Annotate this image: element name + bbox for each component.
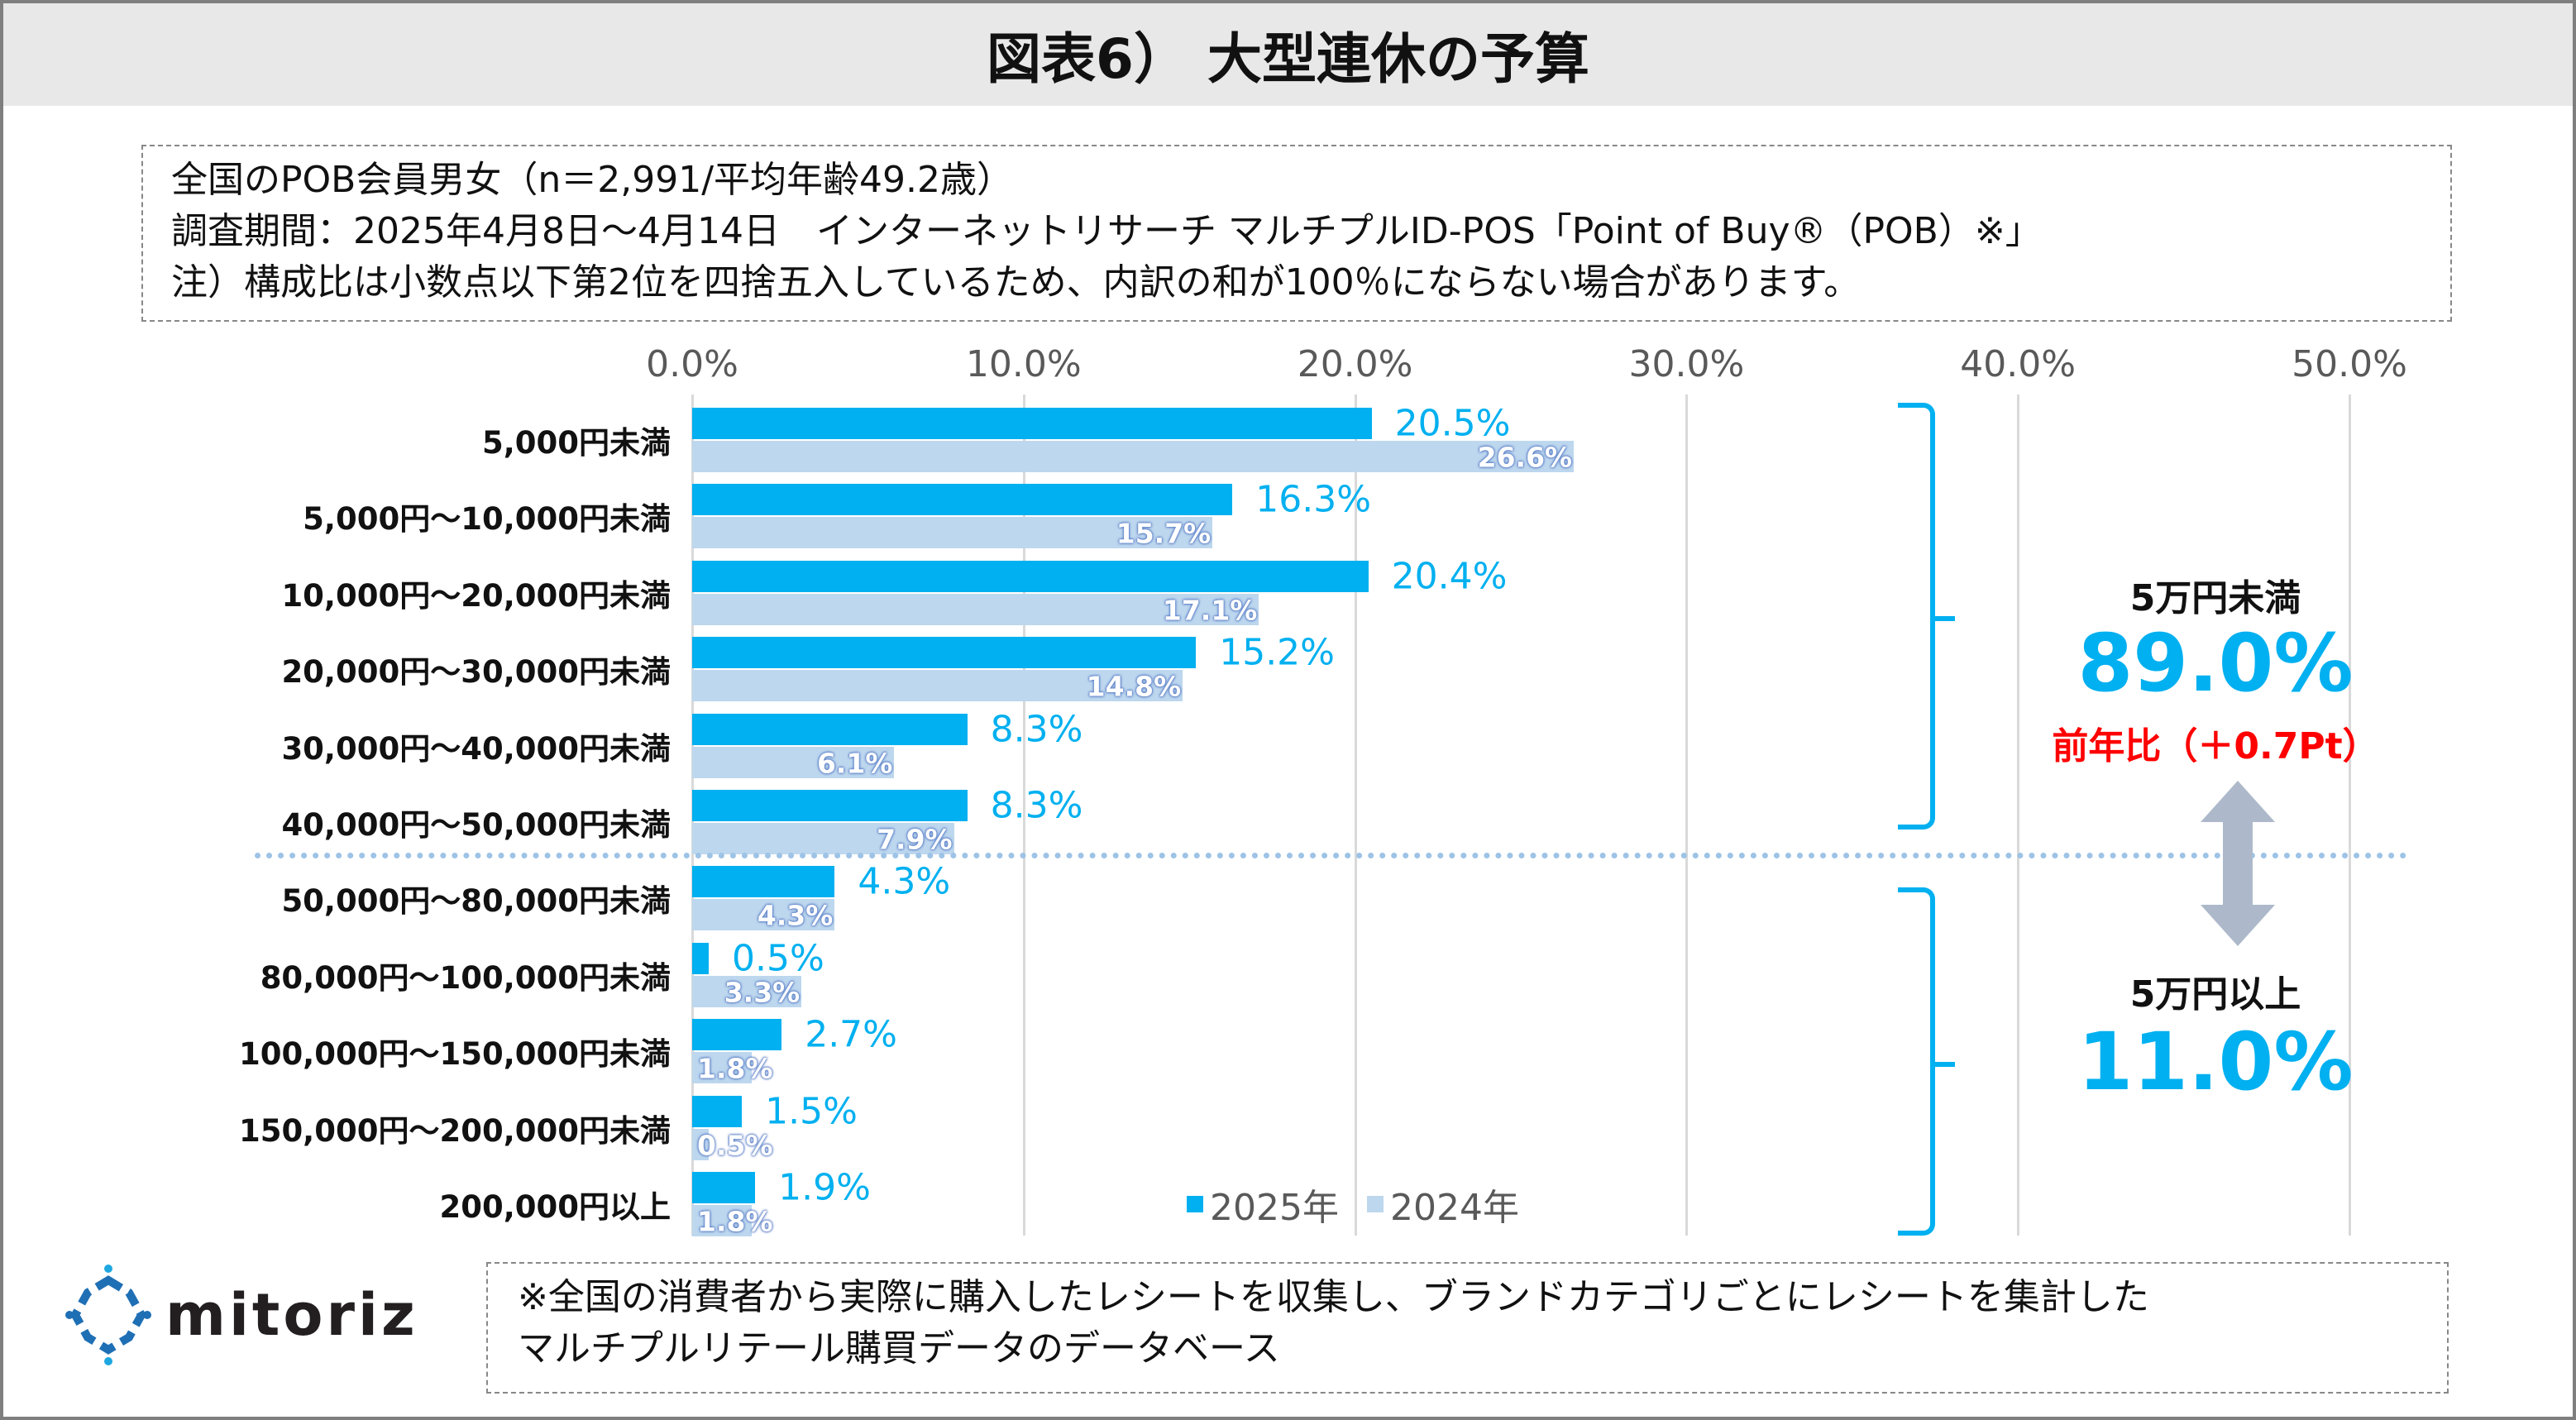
bar-2025: [692, 866, 835, 898]
survey-period: 調査期間：2025年4月8日～4月14日 インターネットリサーチ マルチプルID…: [171, 210, 2042, 252]
x-tick-label: 10.0%: [965, 343, 1082, 385]
category-label: 100,000円～150,000円未満: [238, 1036, 671, 1073]
legend-label-2025: 2025年: [1210, 1187, 1339, 1229]
category-label: 30,000円～40,000円未満: [281, 730, 671, 767]
bar-2025: [692, 408, 1372, 439]
data-label-2024: 7.9%: [877, 823, 953, 856]
mitoriz-logo-mark-icon: [65, 1265, 151, 1365]
data-label-2025: 8.3%: [990, 784, 1083, 827]
legend: 2025年 2024年: [1187, 1178, 1519, 1231]
data-label-2025: 1.9%: [778, 1166, 871, 1209]
bracket-over-50k: [1898, 887, 1955, 1236]
yoy-change: 前年比（＋0.7Pt）: [2052, 725, 2379, 767]
note-line-2: マルチプルリテール購買データのデータベース: [518, 1327, 1280, 1370]
x-tick-label: 40.0%: [1960, 343, 2077, 385]
data-label-2024: 1.8%: [697, 1205, 773, 1238]
data-label-2025: 2.7%: [805, 1013, 897, 1056]
data-label-2024: 6.1%: [816, 747, 893, 780]
bar-2024: [692, 1052, 753, 1084]
mitoriz-logo: mitoriz: [63, 1264, 452, 1366]
category-label: 40,000円～50,000円未満: [281, 807, 671, 843]
category-label: 200,000円以上: [439, 1189, 671, 1225]
data-label-2025: 20.5%: [1394, 402, 1511, 445]
bar-2024: [692, 975, 802, 1007]
bar-2024: [692, 1205, 753, 1236]
bar-2024: [692, 746, 895, 778]
data-label-2024: 17.1%: [1162, 594, 1258, 627]
legend-label-2024: 2024年: [1389, 1187, 1519, 1229]
legend-swatch-2025: [1187, 1196, 1203, 1212]
bracket-under-50k: [1898, 403, 1955, 830]
category-label: 20,000円～30,000円未満: [281, 654, 671, 691]
bar-2025: [692, 790, 968, 821]
data-label-2024: 1.8%: [697, 1052, 773, 1085]
survey-info-box: 全国のPOB会員男女（n＝2,991/平均年齢49.2歳） 調査期間：2025年…: [141, 145, 2452, 322]
over-50k-label: 5万円以上: [2129, 973, 2301, 1016]
threshold-divider: [255, 853, 2407, 858]
bar-2025: [692, 942, 710, 974]
bar-2024: [692, 670, 1183, 702]
data-label-2024: 0.5%: [697, 1129, 773, 1162]
under-50k-label: 5万円未満: [2129, 577, 2301, 619]
gridline: [1022, 394, 1025, 1236]
legend-swatch-2024: [1366, 1196, 1384, 1212]
data-label-2024: 4.3%: [757, 899, 834, 932]
survey-note: 注）構成比は小数点以下第2位を四捨五入しているため、内訳の和が100％にならない…: [171, 261, 1861, 304]
x-tick-label: 30.0%: [1628, 343, 1745, 385]
data-source-note: ※全国の消費者から実際に購入したレシートを収集し、ブランドカテゴリごとにレシート…: [486, 1262, 2449, 1394]
data-label-2024: 15.7%: [1116, 517, 1212, 550]
bar-2024: [692, 1128, 710, 1160]
category-label: 5,000円未満: [481, 425, 671, 461]
chart-title: 図表6） 大型連休の予算: [3, 3, 2573, 106]
bar-2024: [692, 823, 954, 854]
x-tick-label: 50.0%: [2292, 343, 2407, 385]
survey-sample: 全国のPOB会員男女（n＝2,991/平均年齢49.2歳）: [171, 159, 1013, 201]
bar-2025: [692, 560, 1369, 592]
data-label-2025: 16.3%: [1255, 478, 1372, 521]
data-label-2024: 3.3%: [724, 976, 801, 1009]
x-tick-label: 20.0%: [1297, 343, 1413, 385]
data-label-2025: 0.5%: [732, 937, 824, 980]
gridline: [1354, 394, 1357, 1236]
bar-2025: [692, 1019, 782, 1051]
category-label: 50,000円～80,000円未満: [281, 883, 671, 920]
data-label-2025: 8.3%: [990, 708, 1083, 751]
gridline: [2349, 394, 2351, 1236]
gridline: [1685, 394, 1689, 1236]
over-50k-value: 11.0%: [2077, 1016, 2354, 1108]
x-tick-label: 0.0%: [646, 343, 738, 385]
category-label: 150,000円～200,000円未満: [238, 1112, 671, 1149]
data-label-2025: 4.3%: [858, 860, 951, 903]
category-label: 5,000円～10,000円未満: [303, 501, 671, 538]
bar-2025: [692, 1172, 756, 1203]
bar-2025: [692, 713, 968, 745]
data-label-2024: 26.6%: [1477, 441, 1573, 474]
bar-2024: [692, 517, 1213, 549]
category-label: 80,000円～100,000円未満: [260, 959, 671, 996]
legend-item-2025: 2025年: [1187, 1178, 1339, 1231]
data-label-2024: 14.8%: [1086, 670, 1182, 703]
bar-2025: [692, 637, 1197, 669]
note-line-1: ※全国の消費者から実際に購入したレシートを収集し、ブランドカテゴリごとにレシート…: [518, 1276, 2149, 1318]
gridline: [2017, 394, 2020, 1236]
logo-text: mitoriz: [165, 1281, 418, 1349]
data-label-2025: 20.4%: [1391, 555, 1508, 598]
legend-item-2024: 2024年: [1366, 1178, 1519, 1231]
bar-2025: [692, 1095, 743, 1127]
data-label-2025: 15.2%: [1219, 631, 1335, 674]
category-label: 10,000円～20,000円未満: [281, 577, 671, 614]
bar-2024: [692, 441, 1575, 472]
bar-2025: [692, 484, 1233, 516]
bar-2024: [692, 899, 835, 931]
double-arrow-icon: [2201, 781, 2275, 946]
under-50k-value: 89.0%: [2077, 617, 2354, 710]
bar-2024: [692, 593, 1259, 625]
data-label-2025: 1.5%: [765, 1090, 858, 1133]
